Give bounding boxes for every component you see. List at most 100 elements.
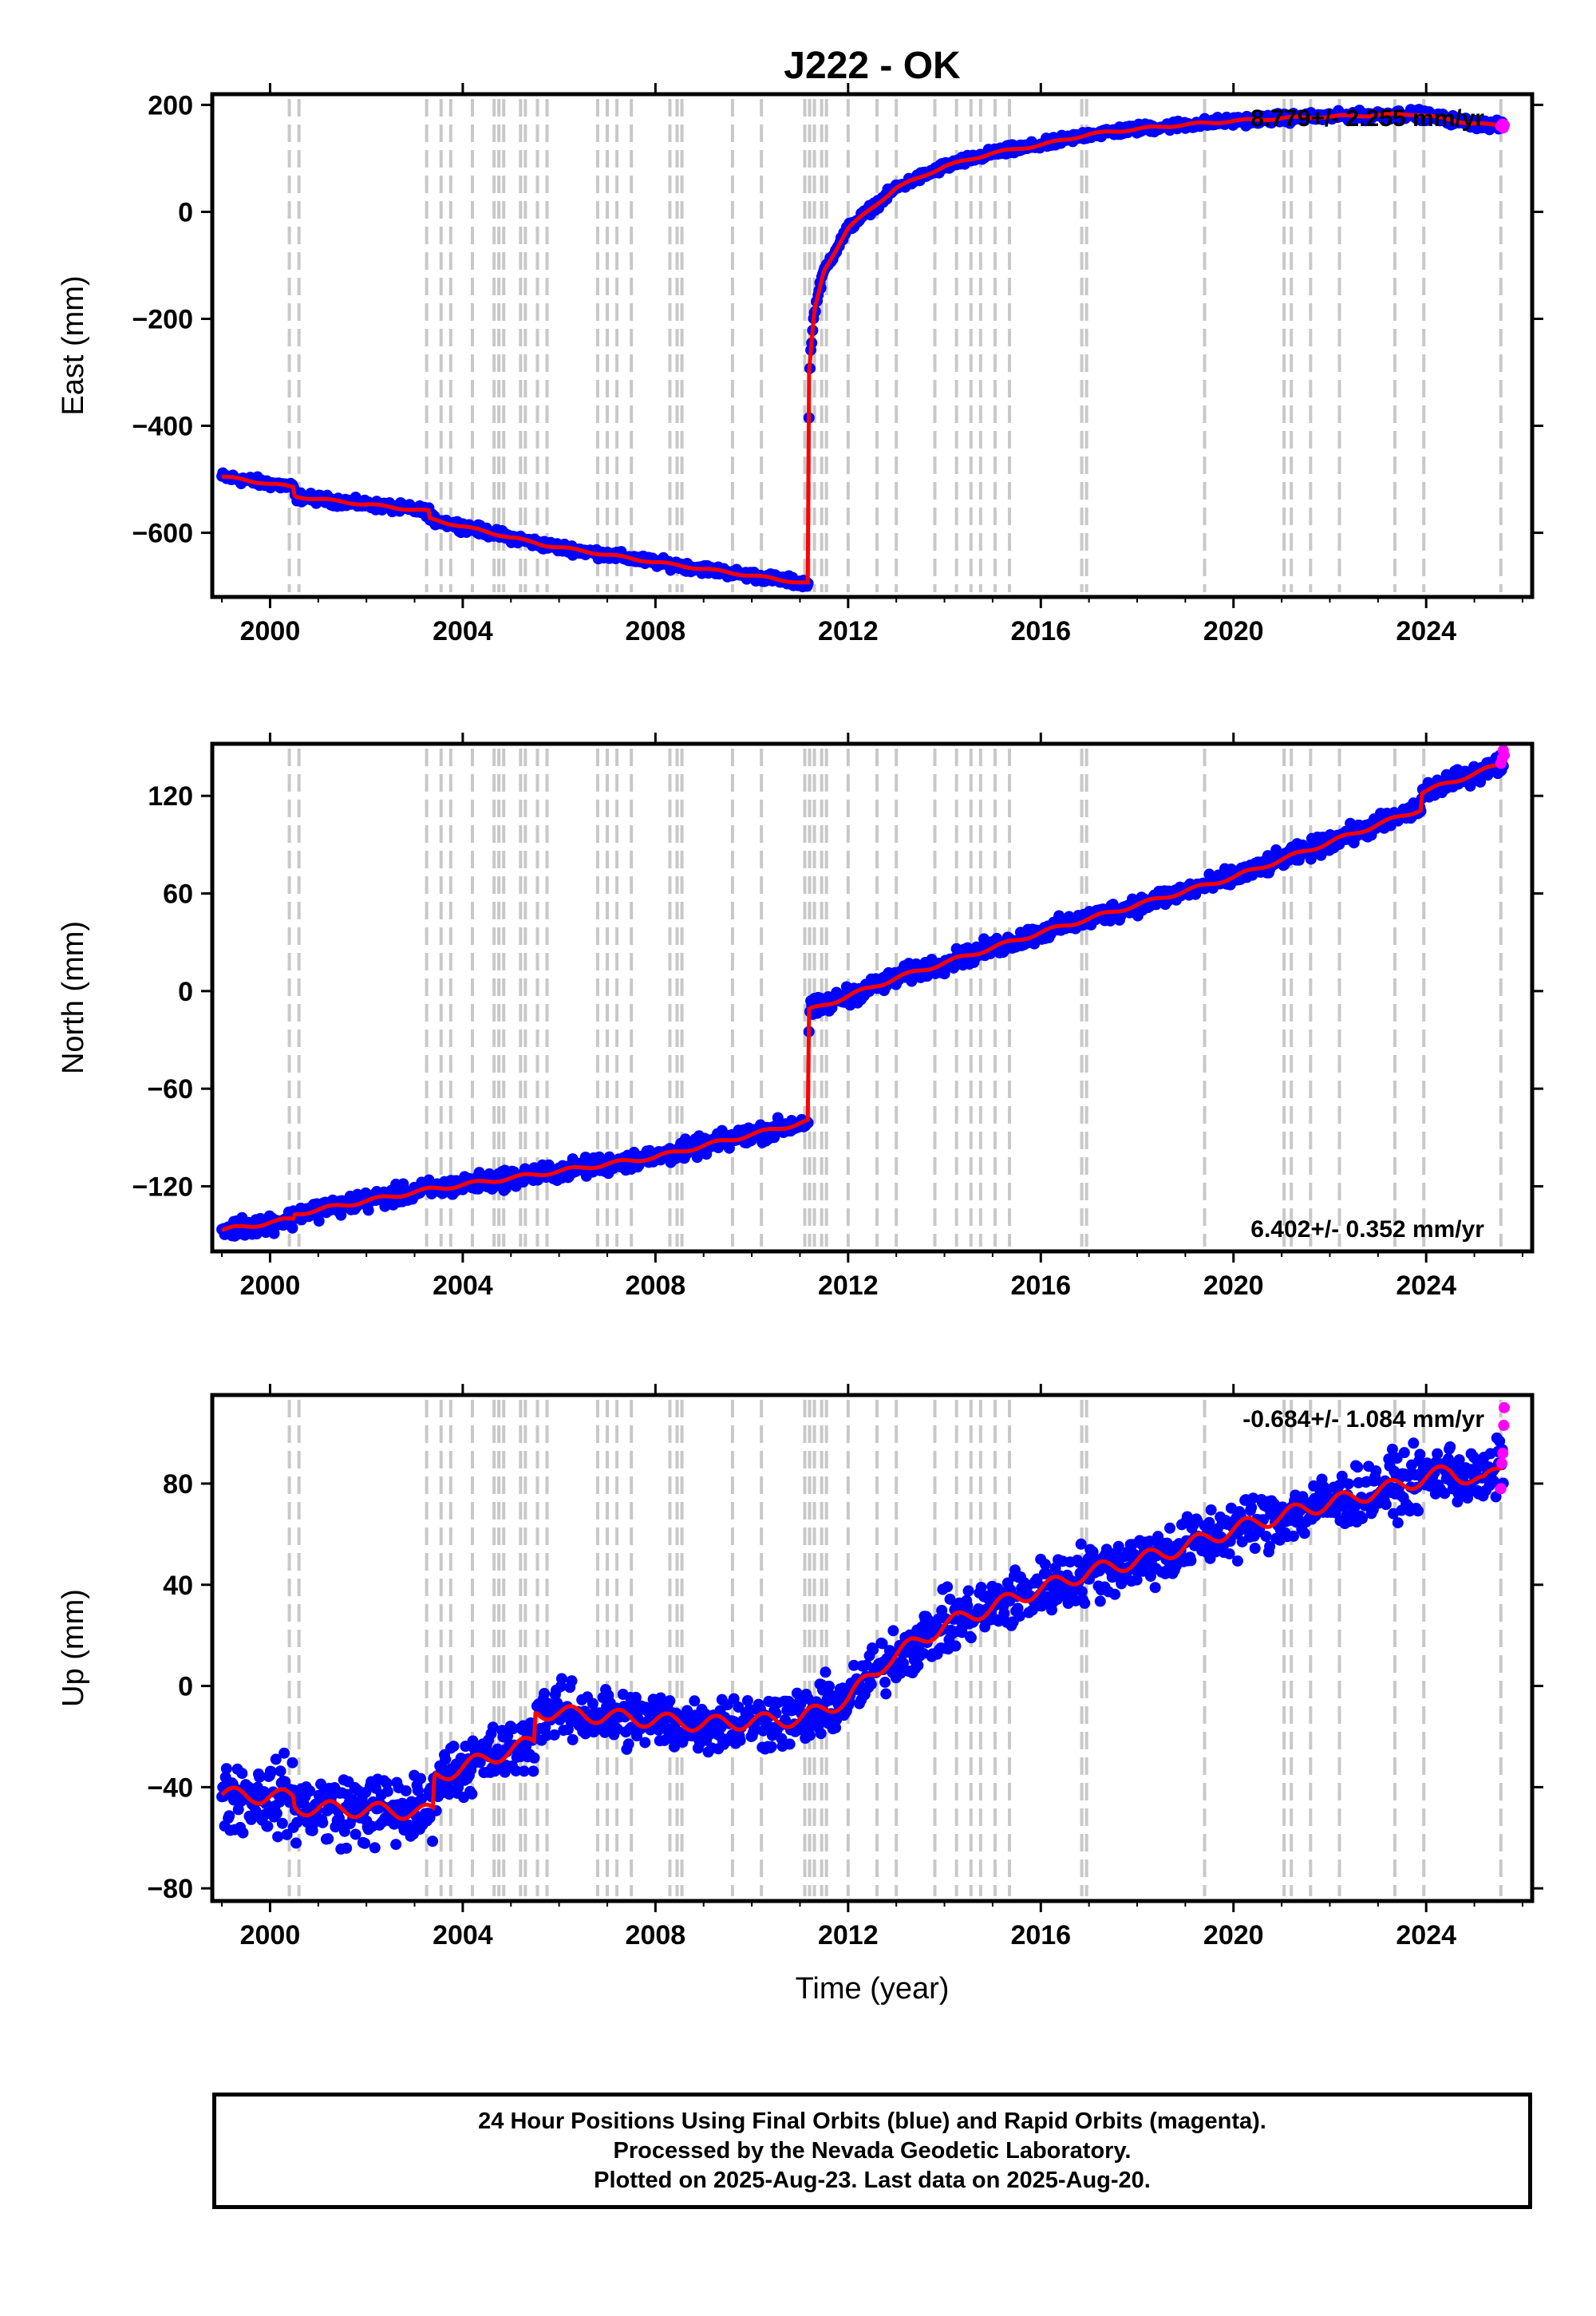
data-point (1079, 1597, 1091, 1609)
x-tick-label: 2020 (1203, 616, 1264, 646)
y-tick-label: −80 (147, 1874, 193, 1904)
x-tick-label: 2008 (626, 616, 686, 646)
rapid-orbit-points (1495, 118, 1510, 134)
data-point (1357, 1512, 1369, 1524)
data-point (1432, 1448, 1444, 1460)
data-point (1247, 1492, 1259, 1504)
data-point (950, 1640, 962, 1652)
data-point (998, 1607, 1010, 1619)
data-point (236, 1768, 248, 1780)
data-point (1342, 1478, 1354, 1490)
data-point (741, 1694, 753, 1706)
data-point (254, 1771, 266, 1783)
data-point (1039, 1559, 1051, 1571)
model-fit-line (221, 762, 1504, 1232)
data-point (539, 1688, 551, 1700)
y-tick-label: 200 (148, 90, 193, 121)
data-point (1260, 1530, 1272, 1542)
rapid-orbit-points (1495, 745, 1510, 769)
data-point (1452, 1496, 1464, 1508)
data-point (1380, 1499, 1392, 1511)
plot-frame (210, 1393, 1535, 1903)
rapid-point (1495, 1457, 1507, 1469)
footer-line-1: 24 Hour Positions Using Final Orbits (bl… (478, 2108, 1266, 2134)
data-point (259, 1808, 271, 1820)
data-point (1249, 1543, 1261, 1555)
data-point (220, 1763, 232, 1775)
data-point (1246, 1501, 1258, 1513)
data-point (281, 1828, 293, 1840)
rapid-point (1498, 749, 1510, 761)
data-point (1453, 1454, 1465, 1466)
data-point (1231, 1555, 1243, 1567)
y-tick-label: 0 (178, 1672, 193, 1702)
data-point (279, 1747, 290, 1759)
data-point (865, 1678, 877, 1690)
rapid-point (1495, 1483, 1507, 1495)
x-axis-title: Time (year) (796, 1972, 950, 2006)
data-point (848, 1659, 860, 1671)
data-point (276, 1817, 288, 1829)
x-tick-label: 2008 (626, 1271, 686, 1301)
y-tick-label: 60 (163, 879, 193, 910)
data-point (286, 1757, 298, 1769)
data-point (290, 1837, 302, 1849)
plot-frame (210, 741, 1535, 1254)
data-point (887, 1625, 899, 1637)
data-point (898, 1658, 910, 1670)
x-tick-label: 2016 (1010, 616, 1071, 646)
data-point (317, 1816, 329, 1828)
data-point (1490, 1491, 1502, 1503)
data-point (1298, 1528, 1310, 1539)
data-point (1149, 1582, 1161, 1594)
data-point (1439, 1488, 1451, 1500)
data-point (510, 1765, 522, 1777)
data-point (237, 1827, 249, 1839)
data-point (1264, 1540, 1276, 1552)
data-point (1336, 1470, 1348, 1482)
data-point (1444, 1441, 1456, 1453)
data-point (518, 1765, 530, 1777)
data-point (272, 1831, 284, 1843)
data-point (962, 1585, 974, 1597)
data-point (275, 1765, 286, 1777)
data-point (508, 1723, 519, 1735)
data-point (416, 1792, 428, 1804)
data-point (322, 1833, 334, 1845)
panel-up: 2000 2004 2008 2012 2016 2020 2024 −80 −40 0 40 80 U… (57, 1384, 1543, 2006)
data-point (804, 1729, 816, 1741)
x-tick-label: 2016 (1010, 1271, 1071, 1301)
rapid-point (1498, 119, 1510, 131)
data-point (362, 1204, 374, 1216)
data-point (783, 1695, 795, 1707)
data-point (566, 1675, 578, 1687)
data-point (279, 1776, 291, 1788)
x-tick-label: 2000 (240, 616, 301, 646)
data-point (381, 1777, 393, 1789)
data-point (1223, 1547, 1235, 1559)
y-tick-label: 40 (163, 1571, 193, 1601)
velocity-rate-label: 6.402+/- 0.352 mm/yr (1250, 1216, 1484, 1243)
data-point (1131, 1574, 1143, 1586)
data-point (466, 1788, 478, 1800)
model-fit-line (220, 1464, 1504, 1821)
data-point (784, 1738, 796, 1750)
x-tick-label: 2012 (818, 1920, 879, 1950)
data-point (400, 1784, 412, 1796)
data-point (268, 1227, 280, 1239)
x-tick-label: 2024 (1396, 616, 1456, 646)
data-point (1414, 1448, 1426, 1460)
data-point (728, 1693, 740, 1705)
data-point (390, 1839, 402, 1851)
data-point (350, 1828, 361, 1840)
data-point (1305, 853, 1317, 865)
data-point (880, 1688, 892, 1700)
y-axis-title: North (mm) (57, 921, 90, 1074)
figure-title: J222 - OK (784, 45, 961, 87)
panel-east: 2000 2004 2008 2012 2016 2020 2024−600−400−200… (57, 83, 1543, 646)
data-point (448, 1741, 460, 1753)
data-point (824, 1680, 836, 1692)
rapid-point (1498, 1420, 1510, 1432)
data-point (975, 1582, 987, 1594)
